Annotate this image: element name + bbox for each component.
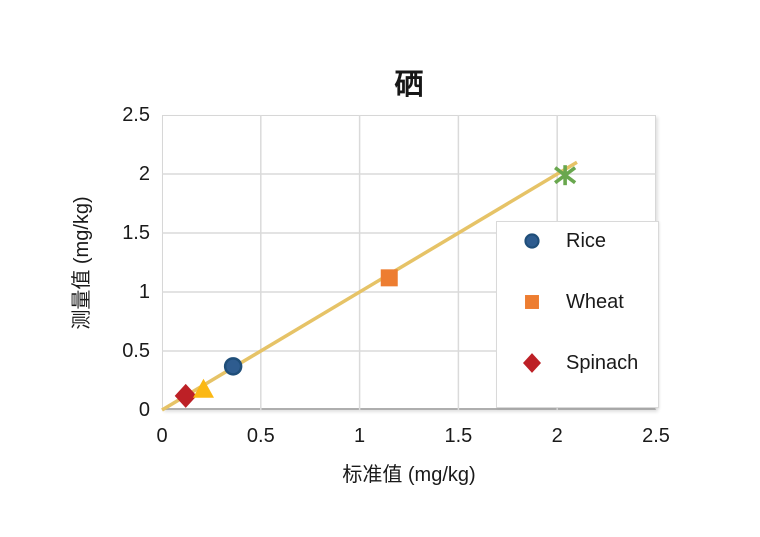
- y-axis-title: 测量值 (mg/kg): [71, 196, 93, 330]
- square-marker-icon: [525, 295, 539, 309]
- circle-legend-icon: [524, 233, 540, 249]
- x-tick-label: 2: [551, 425, 563, 447]
- y-axis-ticks: 0 0.5 1 1.5 2 2.5: [98, 0, 150, 537]
- x-axis-ticks: 0 0.5 1 1.5 2 2.5: [156, 424, 669, 450]
- chart-title: 硒: [394, 69, 424, 101]
- legend-item-rice: Rice: [522, 228, 658, 254]
- legend-item-spinach: Spinach: [522, 350, 658, 376]
- x-tick-label: 1: [354, 425, 366, 447]
- diamond-legend-icon: [522, 353, 542, 373]
- x-tick-label: 0.5: [246, 425, 275, 447]
- x-axis-title: 标准值 (mg/kg): [342, 464, 476, 486]
- y-tick-label: 1: [138, 281, 150, 303]
- x-tick-label: 1.5: [444, 425, 473, 447]
- circle-marker-icon: [223, 357, 243, 376]
- diamond-marker-icon: [174, 383, 197, 408]
- triangle-marker-icon: [192, 378, 214, 398]
- diamond-marker-icon: [522, 353, 542, 373]
- y-tick-label: 0.5: [122, 340, 150, 362]
- legend-label: Rice: [566, 229, 607, 252]
- circle-marker-icon: [524, 233, 540, 249]
- square-marker-icon: [380, 269, 398, 287]
- square-legend-icon: [525, 295, 539, 309]
- legend: Rice Wheat Spinach: [496, 221, 659, 408]
- legend-label: Spinach: [566, 351, 639, 374]
- y-tick-label: 2.5: [122, 104, 150, 126]
- y-tick-label: 2: [138, 163, 150, 185]
- y-tick-label: 1.5: [122, 222, 150, 244]
- legend-label: Wheat: [566, 290, 624, 313]
- asterisk-marker-icon: [554, 165, 577, 186]
- x-tick-label: 0: [156, 425, 168, 447]
- y-tick-label: 0: [138, 399, 150, 421]
- legend-item-wheat: Wheat: [522, 289, 658, 315]
- x-tick-label: 2.5: [642, 425, 670, 447]
